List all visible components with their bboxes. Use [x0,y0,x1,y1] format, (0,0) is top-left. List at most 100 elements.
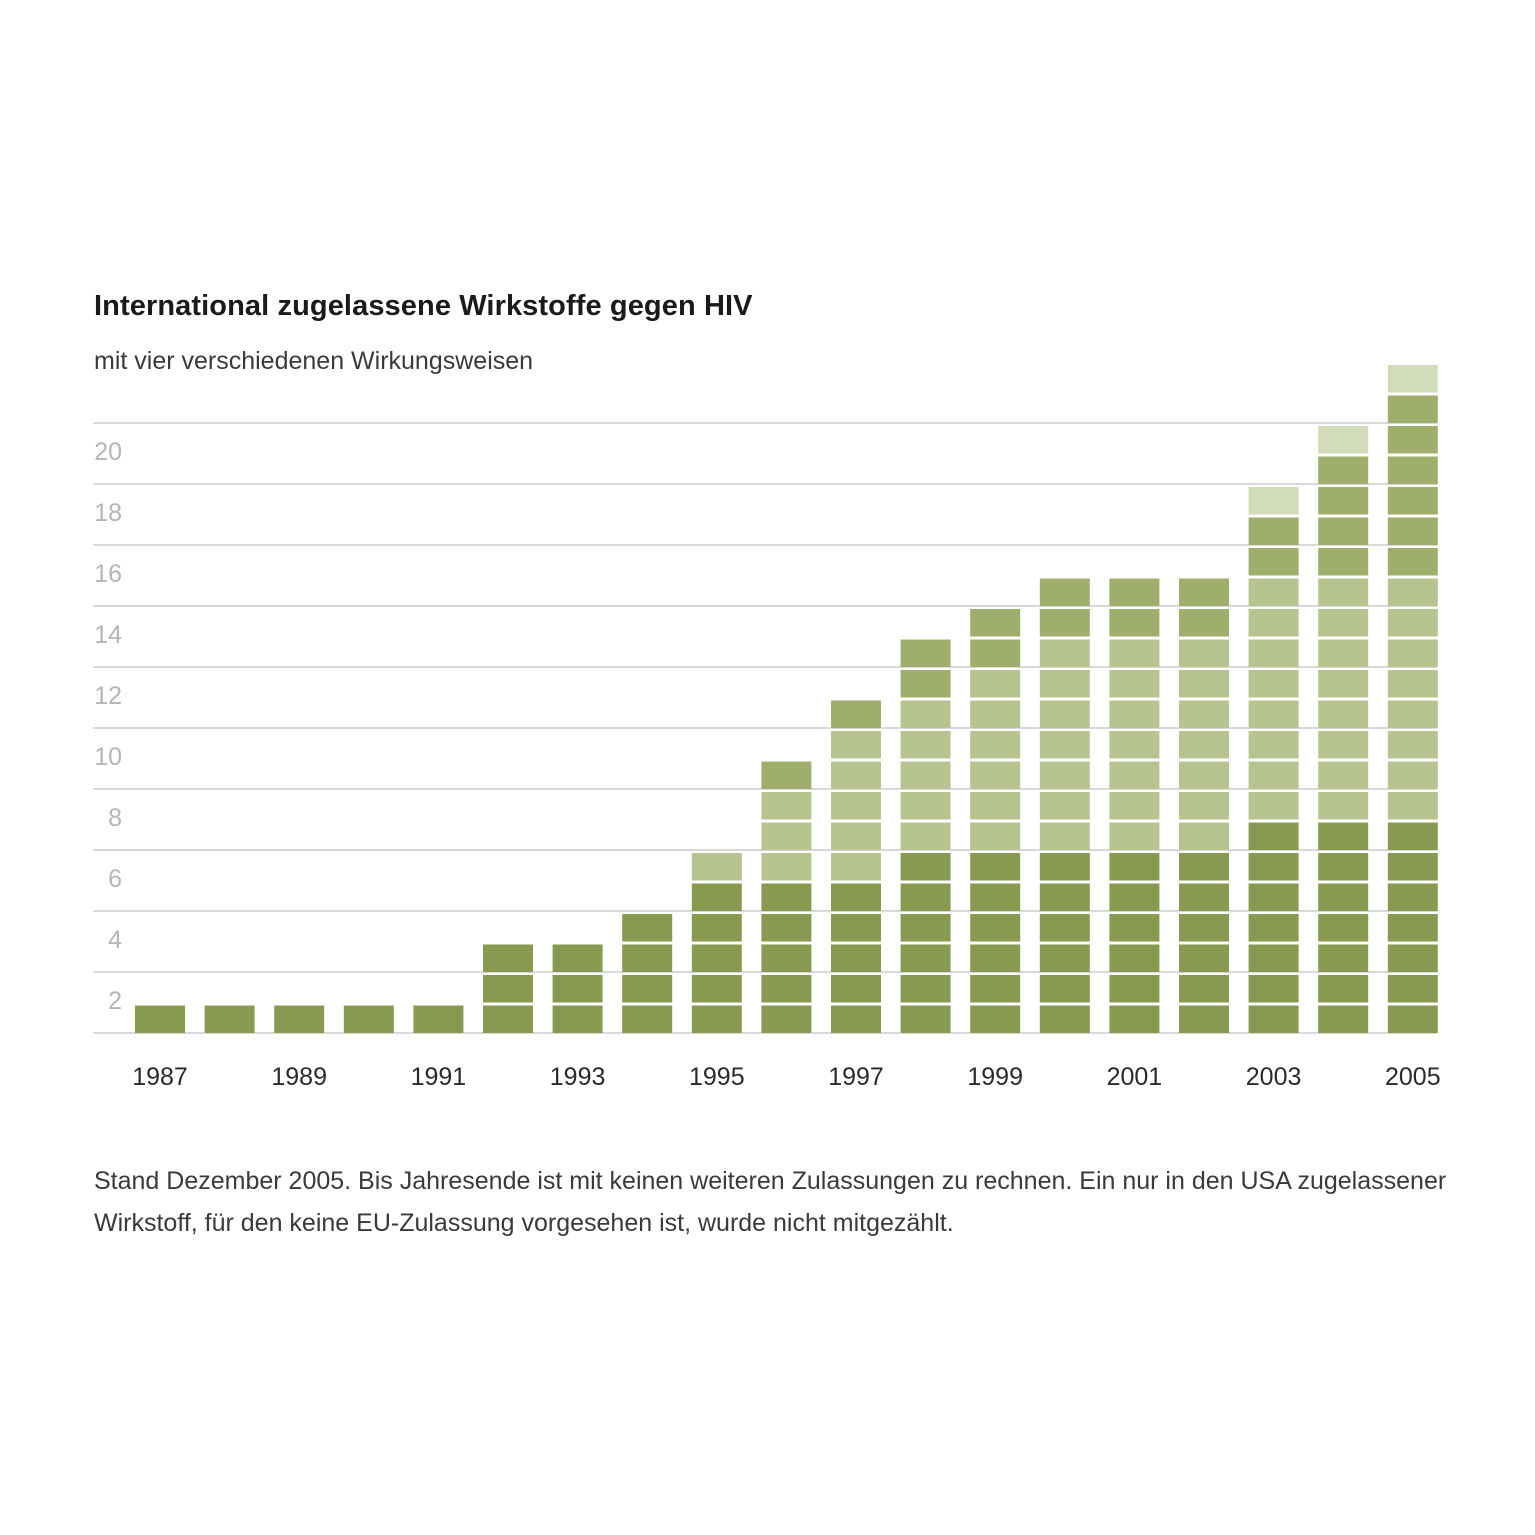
bar-segment [831,944,881,972]
x-tick-label: 1997 [828,1063,884,1091]
y-tick-label: 12 [94,682,122,710]
bar-segment [761,792,812,820]
x-tick-label: 1987 [132,1063,188,1091]
bar-segment [1039,670,1090,698]
y-tick-label: 2 [108,987,122,1015]
bar-segment [761,944,812,972]
bar-segment [1318,670,1369,698]
bar-segment [900,792,951,820]
bar-segment [1109,700,1160,728]
bar-segment [1039,914,1090,942]
bar-segment [691,944,742,972]
bar-segment [1387,426,1438,454]
bar-segment [1039,761,1090,789]
bar-segment [1039,731,1090,759]
chart-subtitle: mit vier verschiedenen Wirkungsweisen [94,347,534,375]
bar-segment [1387,700,1438,728]
y-tick-label: 20 [94,438,122,466]
bar-segment [831,853,881,881]
x-tick-label: 1993 [550,1063,606,1091]
bar-segment [1179,639,1229,667]
bar-segment [1387,822,1438,850]
bar-segment [761,822,812,850]
bar-segment [1248,914,1299,942]
bar-segment [1179,761,1229,789]
bar-segment [1248,517,1299,545]
bar-segment [552,944,603,972]
bar-segment [622,975,673,1003]
bar-segment [970,883,1021,911]
bar-segment [1318,822,1369,850]
y-tick-label: 18 [94,499,122,527]
bar-segment [1109,609,1160,637]
bar-segment [1039,975,1090,1003]
bar-segment [1387,853,1438,881]
bar-segment [413,1005,464,1033]
bar-segment [204,1005,255,1033]
bar-segment [1248,487,1299,515]
bar-segment [1318,426,1369,454]
bar-segment [1039,609,1090,637]
bar-segment [1318,639,1369,667]
bar-segment [970,853,1021,881]
bar-segment [970,609,1021,637]
bar-segment [1248,792,1299,820]
bar-segment [1248,883,1299,911]
bar-segment [831,761,881,789]
bar-segment [1318,883,1369,911]
bar-segment [970,1005,1021,1033]
bar-segment [622,914,673,942]
bar-segment [1387,578,1438,606]
bar-segment [1248,700,1299,728]
bar-segment [1318,517,1369,545]
bar-segment [970,975,1021,1003]
bar-segment [831,914,881,942]
bar-segment [831,792,881,820]
bar-segment [970,639,1021,667]
bar-segment [900,883,951,911]
x-tick-label: 2003 [1246,1063,1302,1091]
y-tick-labels: 2 4 6 8 10 12 14 16 18 20 [94,438,122,1015]
bar-segment [970,822,1021,850]
bar-segment [761,914,812,942]
bar-segment [970,914,1021,942]
bar-segment [1318,548,1369,576]
bar-segment [1318,700,1369,728]
bar-segment [1387,639,1438,667]
bar-segment [343,1005,394,1033]
bar-segment [1248,670,1299,698]
x-tick-label: 2001 [1107,1063,1163,1091]
bar-segment [483,944,533,972]
bar-segment [483,975,533,1003]
bar-segment [1318,487,1369,515]
bar-segment [1387,548,1438,576]
y-tick-label: 8 [108,804,122,832]
bar-segment [1179,822,1229,850]
bar-segment [1248,639,1299,667]
bar-segment [1039,822,1090,850]
bar-segment [1387,456,1438,484]
bar-segment [1248,944,1299,972]
bar-segment [1179,670,1229,698]
bar-segment [900,822,951,850]
bar-segment [1387,944,1438,972]
bar-segment [831,975,881,1003]
bar-segment [691,1005,742,1033]
bar-segment [831,883,881,911]
bar-segment [761,761,812,789]
x-tick-labels: 1987 1989 1991 1993 1995 1997 1999 2001 2003 2005 [132,1063,1440,1091]
bar-segment [1109,853,1160,881]
bar-segment [1179,609,1229,637]
bar-segment [1109,639,1160,667]
bar-segment [1179,853,1229,881]
bar-segment [1387,792,1438,820]
bar-segment [1387,395,1438,423]
bar-segment [1109,944,1160,972]
bar-segment [1248,975,1299,1003]
bar-segment [1387,517,1438,545]
bar-segment [970,761,1021,789]
bar-segment [970,792,1021,820]
bar-segment [1387,914,1438,942]
bar-segment [1387,1005,1438,1033]
bar-segment [900,639,951,667]
